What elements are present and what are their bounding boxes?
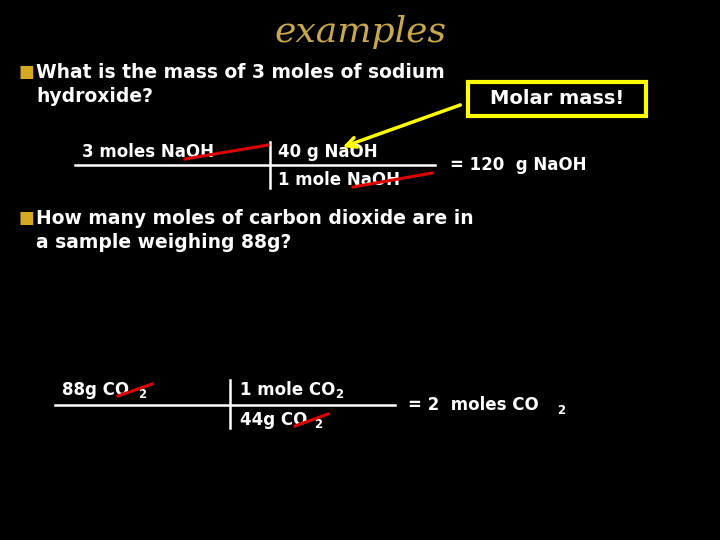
Text: ■: ■ xyxy=(18,209,34,227)
Text: a sample weighing 88g?: a sample weighing 88g? xyxy=(36,233,292,253)
Text: 2: 2 xyxy=(138,388,146,402)
Text: 1 mole NaOH: 1 mole NaOH xyxy=(278,171,400,189)
Text: ■: ■ xyxy=(18,63,34,81)
Text: Molar mass!: Molar mass! xyxy=(490,90,624,109)
Text: 2: 2 xyxy=(314,418,322,431)
Text: examples: examples xyxy=(274,15,446,49)
Text: 2: 2 xyxy=(557,403,565,416)
Text: 88g CO: 88g CO xyxy=(62,381,129,399)
Text: 2: 2 xyxy=(335,388,343,402)
Text: hydroxide?: hydroxide? xyxy=(36,87,153,106)
Text: = 2  moles CO: = 2 moles CO xyxy=(408,396,539,414)
Text: 3 moles NaOH: 3 moles NaOH xyxy=(82,143,214,161)
Bar xyxy=(468,82,646,116)
Text: What is the mass of 3 moles of sodium: What is the mass of 3 moles of sodium xyxy=(36,63,445,82)
FancyArrowPatch shape xyxy=(346,105,460,147)
Text: = 120  g NaOH: = 120 g NaOH xyxy=(450,156,587,174)
Text: 44g CO: 44g CO xyxy=(240,411,307,429)
Text: 1 mole CO: 1 mole CO xyxy=(240,381,336,399)
Text: 40 g NaOH: 40 g NaOH xyxy=(278,143,377,161)
Text: How many moles of carbon dioxide are in: How many moles of carbon dioxide are in xyxy=(36,208,474,227)
